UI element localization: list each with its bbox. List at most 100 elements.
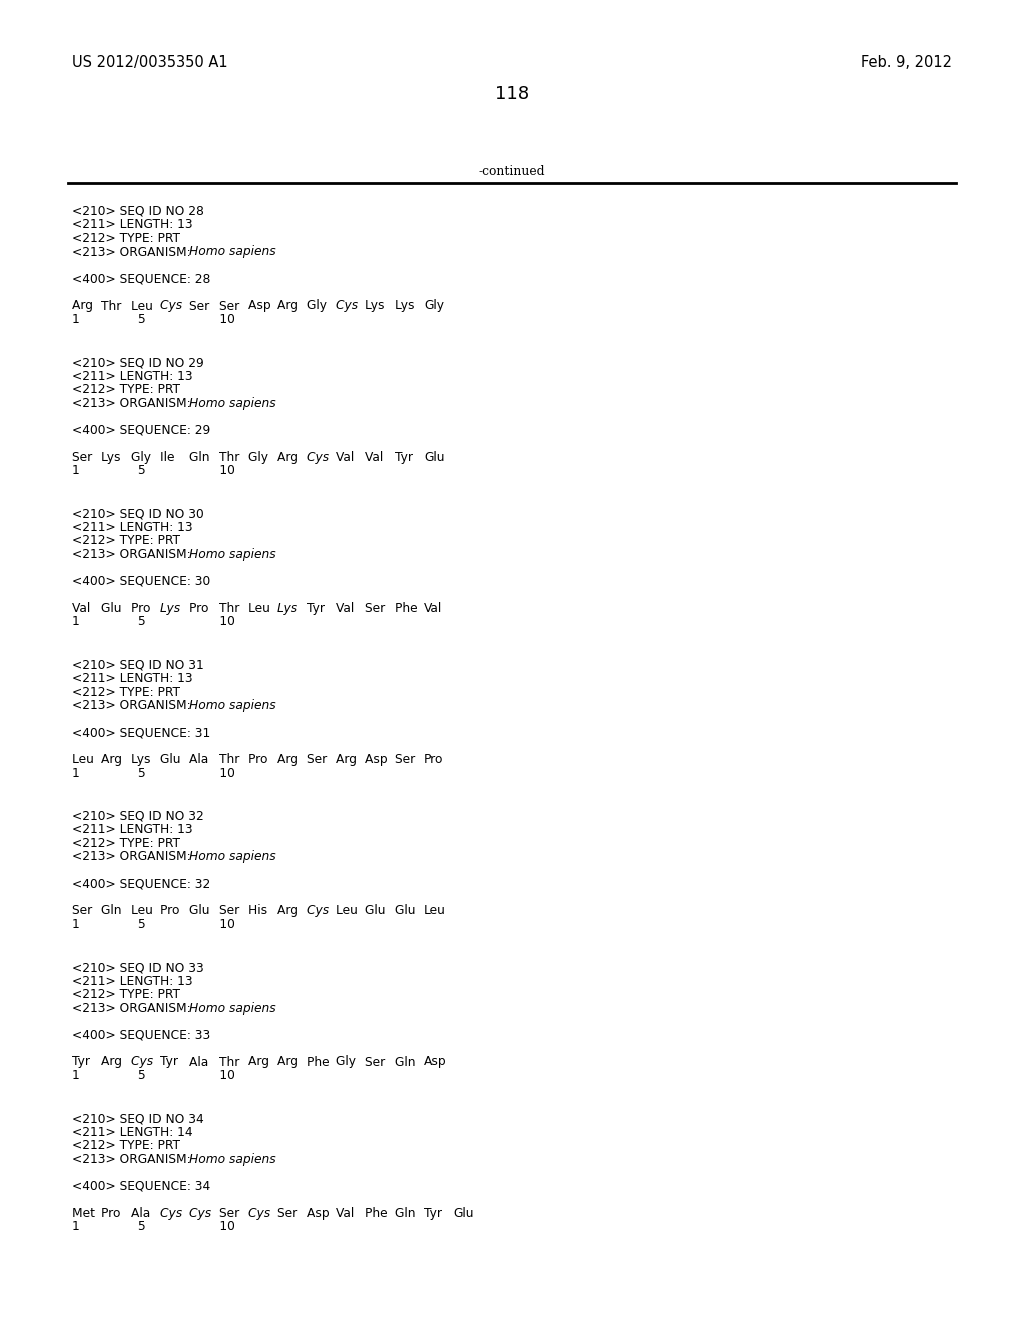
Text: Ser: Ser <box>219 300 243 313</box>
Text: Ser: Ser <box>72 904 96 917</box>
Text: Ser: Ser <box>394 754 419 766</box>
Text: Leu: Leu <box>248 602 273 615</box>
Text: <213> ORGANISM:: <213> ORGANISM: <box>72 1152 195 1166</box>
Text: Ser: Ser <box>189 300 213 313</box>
Text: 1               5                   10: 1 5 10 <box>72 615 234 628</box>
Text: Glu: Glu <box>366 904 390 917</box>
Text: Ser: Ser <box>306 754 331 766</box>
Text: Ser: Ser <box>366 1056 389 1068</box>
Text: Val: Val <box>366 450 387 463</box>
Text: Gly: Gly <box>131 450 155 463</box>
Text: Pro: Pro <box>160 904 183 917</box>
Text: <400> SEQUENCE: 34: <400> SEQUENCE: 34 <box>72 1180 210 1193</box>
Text: Tyr: Tyr <box>306 602 329 615</box>
Text: Ser: Ser <box>219 904 243 917</box>
Text: Asp: Asp <box>248 300 274 313</box>
Text: Cys: Cys <box>160 300 186 313</box>
Text: Gly: Gly <box>248 450 272 463</box>
Text: Ser: Ser <box>219 1206 243 1220</box>
Text: US 2012/0035350 A1: US 2012/0035350 A1 <box>72 55 227 70</box>
Text: Gln: Gln <box>101 904 126 917</box>
Text: Lys: Lys <box>278 602 301 615</box>
Text: Arg: Arg <box>278 1056 302 1068</box>
Text: Thr: Thr <box>219 1056 243 1068</box>
Text: Phe: Phe <box>394 602 421 615</box>
Text: Ser: Ser <box>72 450 96 463</box>
Text: Leu: Leu <box>72 754 97 766</box>
Text: <213> ORGANISM:: <213> ORGANISM: <box>72 397 195 409</box>
Text: <213> ORGANISM:: <213> ORGANISM: <box>72 850 195 863</box>
Text: Arg: Arg <box>101 754 126 766</box>
Text: <212> TYPE: PRT: <212> TYPE: PRT <box>72 232 180 246</box>
Text: Val: Val <box>424 602 442 615</box>
Text: Glu: Glu <box>394 904 419 917</box>
Text: Leu: Leu <box>336 904 361 917</box>
Text: <213> ORGANISM:: <213> ORGANISM: <box>72 1002 195 1015</box>
Text: Thr: Thr <box>219 450 243 463</box>
Text: Leu: Leu <box>131 300 157 313</box>
Text: 1               5                   10: 1 5 10 <box>72 465 234 478</box>
Text: Gly: Gly <box>336 1056 359 1068</box>
Text: Homo sapiens: Homo sapiens <box>189 700 275 711</box>
Text: <213> ORGANISM:: <213> ORGANISM: <box>72 246 195 259</box>
Text: <212> TYPE: PRT: <212> TYPE: PRT <box>72 535 180 548</box>
Text: <212> TYPE: PRT: <212> TYPE: PRT <box>72 685 180 698</box>
Text: <211> LENGTH: 13: <211> LENGTH: 13 <box>72 219 193 231</box>
Text: Cys: Cys <box>306 450 333 463</box>
Text: <210> SEQ ID NO 34: <210> SEQ ID NO 34 <box>72 1113 204 1125</box>
Text: Asp: Asp <box>366 754 392 766</box>
Text: Tyr: Tyr <box>394 450 417 463</box>
Text: <210> SEQ ID NO 28: <210> SEQ ID NO 28 <box>72 205 204 218</box>
Text: Thr: Thr <box>219 754 243 766</box>
Text: <212> TYPE: PRT: <212> TYPE: PRT <box>72 987 180 1001</box>
Text: <210> SEQ ID NO 30: <210> SEQ ID NO 30 <box>72 507 204 520</box>
Text: <400> SEQUENCE: 32: <400> SEQUENCE: 32 <box>72 878 210 890</box>
Text: Tyr: Tyr <box>424 1206 445 1220</box>
Text: Tyr: Tyr <box>72 1056 94 1068</box>
Text: Ile: Ile <box>160 450 178 463</box>
Text: <400> SEQUENCE: 33: <400> SEQUENCE: 33 <box>72 1028 210 1041</box>
Text: His: His <box>248 904 271 917</box>
Text: Homo sapiens: Homo sapiens <box>189 1002 275 1015</box>
Text: <210> SEQ ID NO 29: <210> SEQ ID NO 29 <box>72 356 204 370</box>
Text: Gln: Gln <box>394 1056 419 1068</box>
Text: <213> ORGANISM:: <213> ORGANISM: <box>72 548 195 561</box>
Text: <212> TYPE: PRT: <212> TYPE: PRT <box>72 837 180 850</box>
Text: Pro: Pro <box>189 602 213 615</box>
Text: Glu: Glu <box>101 602 126 615</box>
Text: Lys: Lys <box>394 300 418 313</box>
Text: Gln: Gln <box>394 1206 419 1220</box>
Text: <213> ORGANISM:: <213> ORGANISM: <box>72 700 195 711</box>
Text: Cys: Cys <box>306 904 333 917</box>
Text: Val: Val <box>336 1206 358 1220</box>
Text: Val: Val <box>336 450 358 463</box>
Text: Thr: Thr <box>219 602 243 615</box>
Text: Ala: Ala <box>189 1056 212 1068</box>
Text: 1               5                   10: 1 5 10 <box>72 767 234 780</box>
Text: Glu: Glu <box>454 1206 474 1220</box>
Text: <212> TYPE: PRT: <212> TYPE: PRT <box>72 1139 180 1152</box>
Text: 1               5                   10: 1 5 10 <box>72 313 234 326</box>
Text: <400> SEQUENCE: 29: <400> SEQUENCE: 29 <box>72 424 210 437</box>
Text: Arg: Arg <box>336 754 360 766</box>
Text: Homo sapiens: Homo sapiens <box>189 397 275 409</box>
Text: Lys: Lys <box>366 300 389 313</box>
Text: Glu: Glu <box>189 904 214 917</box>
Text: <211> LENGTH: 13: <211> LENGTH: 13 <box>72 521 193 533</box>
Text: Pro: Pro <box>101 1206 125 1220</box>
Text: Thr: Thr <box>101 300 126 313</box>
Text: <211> LENGTH: 13: <211> LENGTH: 13 <box>72 824 193 837</box>
Text: Cys: Cys <box>160 1206 186 1220</box>
Text: Leu: Leu <box>131 904 157 917</box>
Text: Phe: Phe <box>366 1206 392 1220</box>
Text: Val: Val <box>336 602 358 615</box>
Text: Phe: Phe <box>306 1056 333 1068</box>
Text: Tyr: Tyr <box>160 1056 182 1068</box>
Text: Lys: Lys <box>101 450 125 463</box>
Text: <210> SEQ ID NO 32: <210> SEQ ID NO 32 <box>72 809 204 822</box>
Text: Homo sapiens: Homo sapiens <box>189 850 275 863</box>
Text: Ala: Ala <box>131 1206 154 1220</box>
Text: Glu: Glu <box>160 754 184 766</box>
Text: Leu: Leu <box>424 904 445 917</box>
Text: Pro: Pro <box>131 602 154 615</box>
